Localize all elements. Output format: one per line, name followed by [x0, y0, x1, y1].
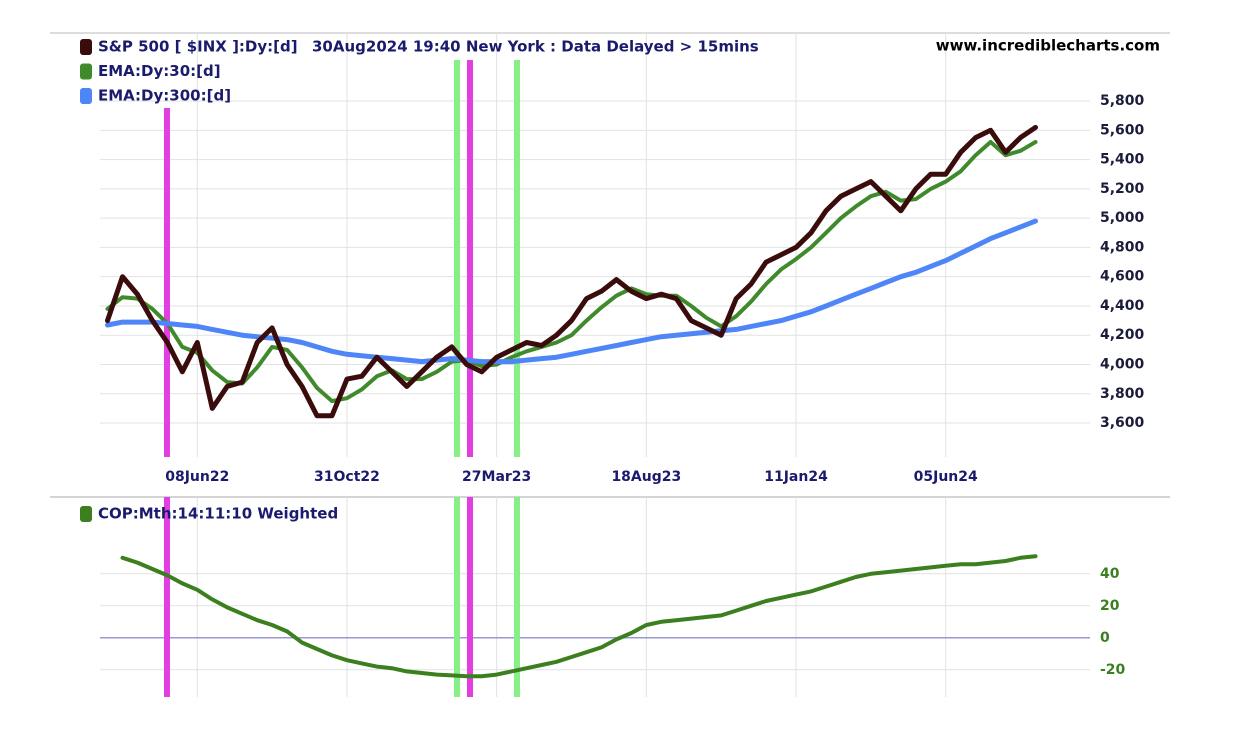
signal-line	[514, 497, 520, 697]
series-line	[120, 554, 1038, 679]
signal-line	[454, 60, 460, 457]
series-line	[105, 140, 1038, 404]
legend-label: COP:Mth:14:11:10 Weighted	[98, 505, 338, 523]
subtitle: 30Aug2024 19:40 New York : Data Delayed …	[312, 38, 759, 56]
x-tick-label: 31Oct22	[314, 469, 380, 485]
x-tick-label: 18Aug23	[611, 469, 681, 485]
y-tick-label: 5,400	[1100, 152, 1145, 168]
y-tick-label: 4,400	[1100, 298, 1145, 314]
x-tick-label: 05Jun24	[914, 469, 978, 485]
legend-label: EMA:Dy:300:[d]	[98, 87, 231, 105]
signal-line	[454, 497, 460, 697]
series-line	[105, 218, 1038, 365]
legend-marker	[80, 63, 92, 80]
series-layer	[105, 124, 1038, 679]
signal-line	[164, 108, 170, 457]
legend-label: S&P 500 [ $INX ]:Dy:[d]	[98, 38, 298, 56]
legend-marker	[80, 88, 92, 104]
source: www.incrediblecharts.com	[936, 37, 1160, 55]
y-tick-label: 40	[1100, 566, 1120, 582]
x-tick-label: 27Mar23	[462, 469, 531, 485]
y-tick-label: 4,000	[1100, 357, 1145, 373]
x-tick-label: 11Jan24	[764, 469, 828, 485]
y-tick-label: 0	[1100, 630, 1110, 646]
y-tick-label: 4,800	[1100, 239, 1145, 255]
legend-marker	[80, 506, 92, 522]
y-tick-label: 3,800	[1100, 386, 1145, 402]
y-tick-label: 20	[1100, 598, 1120, 614]
y-tick-label: 5,800	[1100, 93, 1145, 109]
signal-lines	[164, 60, 520, 697]
y-tick-label: 3,600	[1100, 415, 1145, 431]
signal-line	[514, 60, 520, 457]
grid-layer	[50, 32, 1170, 697]
y-tick-label: 4,200	[1100, 327, 1145, 343]
legend-layer: 30Aug2024 19:40 New York : Data Delayed …	[80, 37, 1160, 678]
signal-line	[467, 497, 473, 697]
signal-line	[164, 497, 170, 697]
y-tick-label: 4,600	[1100, 269, 1145, 285]
y-tick-label: 5,600	[1100, 122, 1145, 138]
series-line	[105, 124, 1038, 419]
legend-label: EMA:Dy:30:[d]	[98, 62, 221, 80]
signal-line	[467, 60, 473, 457]
y-tick-label: 5,200	[1100, 181, 1145, 197]
y-tick-label: -20	[1100, 662, 1126, 678]
x-tick-label: 08Jun22	[165, 469, 229, 485]
legend-marker	[80, 39, 92, 55]
y-tick-label: 5,000	[1100, 210, 1145, 226]
